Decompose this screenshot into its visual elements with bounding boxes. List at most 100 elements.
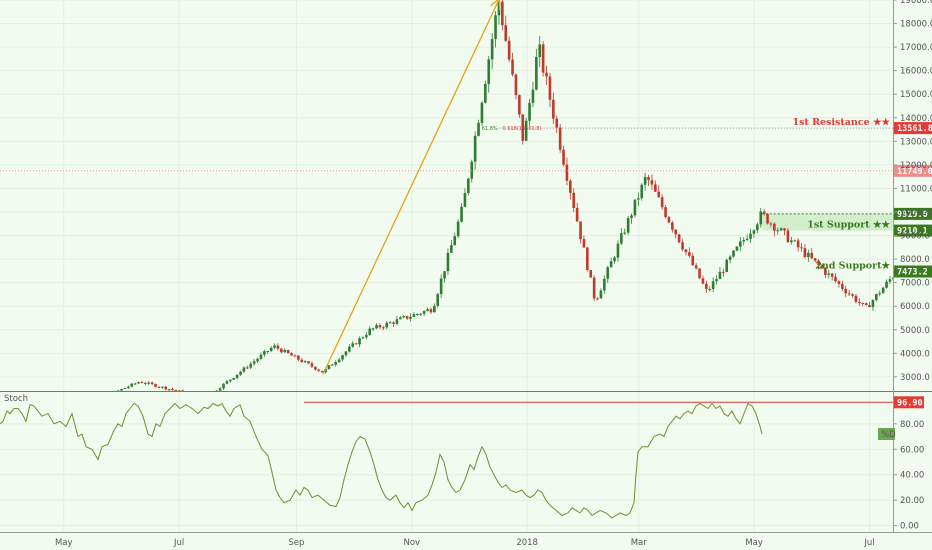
candle-body (144, 382, 147, 384)
candle-body (912, 247, 915, 251)
candle-body (776, 230, 780, 232)
candle-body (490, 38, 494, 60)
y-tick-label: 13000.0 (900, 137, 932, 147)
candle-body (742, 240, 746, 242)
candle-body (569, 180, 572, 193)
candle-body (514, 74, 518, 96)
level-price-label: 11749.0 (897, 167, 932, 177)
stoch-panel (0, 401, 893, 527)
candle-body (303, 361, 307, 363)
candle-body (375, 325, 378, 329)
candle-body (405, 316, 409, 319)
candle-body (851, 294, 854, 296)
candle-body (161, 386, 164, 388)
candle-body (382, 327, 385, 329)
candle-body (470, 161, 474, 179)
candle-body (66, 413, 69, 414)
candle-body (800, 247, 803, 249)
candle-body (205, 397, 208, 398)
candle-body (202, 397, 205, 398)
candle-body (834, 276, 837, 282)
candle-body (858, 301, 861, 303)
candle-body (779, 228, 783, 231)
candle-body (297, 355, 300, 360)
candle-body (419, 313, 423, 315)
candle-body (324, 368, 327, 373)
candle-body (293, 355, 297, 357)
y-tick-label: 9000.0 (900, 232, 930, 242)
candle-body (83, 406, 86, 408)
candle-body (613, 257, 616, 262)
stoch-title: Stoch (4, 394, 28, 404)
candle-body (725, 259, 729, 272)
candle-body (875, 294, 878, 301)
candle-body (222, 383, 225, 389)
level-price-label: 9210.1 (897, 227, 928, 237)
level-price-badge (894, 207, 932, 220)
candles (66, 0, 915, 414)
annotations (322, 0, 932, 375)
candle-body (535, 57, 538, 90)
candle-body (348, 346, 351, 352)
candle-body (120, 388, 123, 391)
candle-body (192, 393, 195, 396)
level-price-label: 13561.8 (897, 124, 932, 134)
candle-body (813, 258, 817, 261)
candle-body (314, 366, 317, 370)
candle-body (341, 355, 344, 360)
candle-body (766, 213, 769, 224)
candle-body (178, 390, 181, 391)
candle-body (256, 358, 259, 362)
candle-body (100, 397, 103, 399)
candle-body (378, 325, 382, 328)
candle-body (273, 345, 276, 348)
candle-body (229, 379, 232, 382)
candle-body (620, 233, 623, 244)
candle-body (677, 234, 681, 243)
candle-body (705, 283, 708, 290)
candle-body (280, 348, 283, 353)
fib-zone-band (761, 213, 893, 231)
candle-body (759, 211, 763, 225)
level-price-badge (894, 164, 932, 177)
candle-body (185, 393, 188, 394)
candle-body (385, 322, 389, 328)
candle-body (246, 367, 249, 369)
candle-body (830, 273, 834, 277)
candle-body (793, 240, 797, 242)
candle-body (603, 278, 606, 291)
candle-body (803, 248, 807, 258)
x-tick-label: 2018 (516, 538, 538, 548)
candle-body (388, 322, 392, 324)
candle-body (582, 239, 586, 248)
candle-body (181, 390, 185, 391)
candle-body (365, 334, 368, 338)
candle-body (331, 364, 334, 366)
candle-body (266, 351, 270, 353)
x-tick-label: Mar (631, 538, 648, 548)
candle-body (616, 243, 620, 258)
candle-body (307, 361, 310, 364)
candle-body (252, 361, 256, 364)
candle-body (140, 382, 144, 384)
candle-body (480, 102, 484, 123)
candle-body (745, 238, 749, 241)
candle-body (643, 177, 647, 185)
fib-618-label: 61.8% (482, 126, 498, 132)
candle-body (283, 349, 287, 353)
candle-body (609, 261, 613, 268)
candle-body (844, 288, 848, 294)
candle-body (110, 395, 113, 396)
candle-body (548, 76, 552, 100)
candle-body (674, 229, 678, 235)
candle-body (824, 268, 827, 275)
candle-body (368, 328, 372, 335)
candle-body (300, 359, 304, 363)
candle-body (337, 359, 341, 363)
level-name-label: 2nd Support★ (815, 261, 890, 272)
candle-body (660, 197, 664, 208)
candle-body (807, 252, 810, 258)
